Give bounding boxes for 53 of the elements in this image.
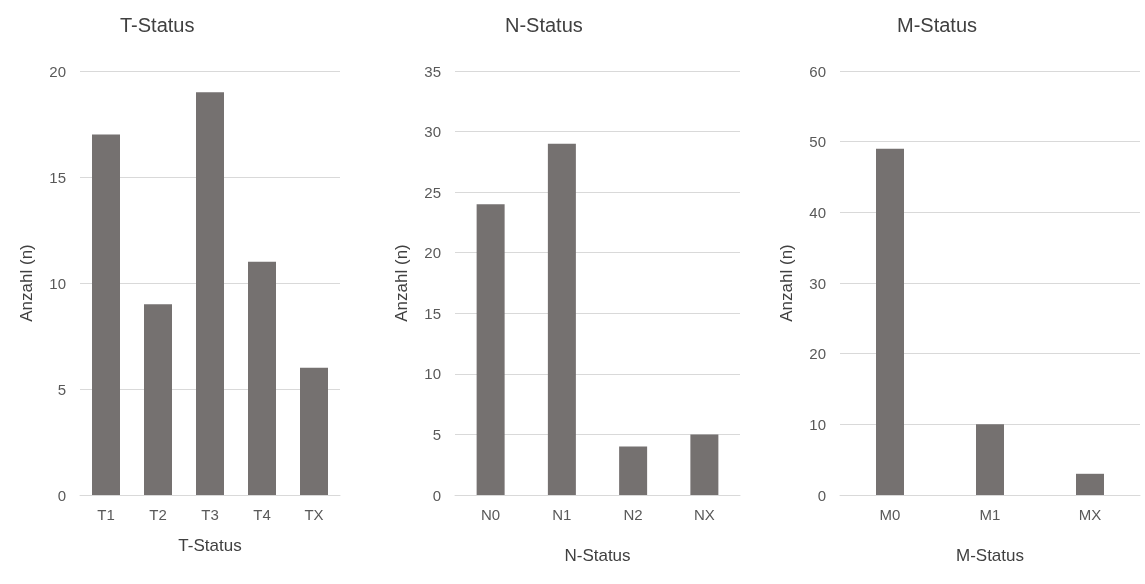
y-axis-title: Anzahl (n)	[17, 244, 36, 322]
y-tick-label: 10	[809, 415, 826, 433]
x-tick-label: MX	[1078, 506, 1102, 523]
chart-title: N-Status	[505, 14, 583, 36]
bar	[1076, 473, 1104, 495]
x-tick-label: N1	[552, 506, 572, 523]
chart-title: M-Status	[897, 14, 978, 36]
x-tick-label: T2	[149, 506, 167, 523]
bar	[92, 134, 120, 495]
bar	[876, 148, 904, 495]
bar	[976, 424, 1004, 495]
x-tick-label: M0	[879, 506, 901, 523]
x-tick-label: NX	[693, 506, 715, 523]
y-tick-label: 20	[424, 244, 441, 262]
x-tick-label: M1	[979, 506, 1001, 523]
x-tick-label: T3	[201, 506, 219, 523]
y-tick-label: 50	[809, 133, 826, 151]
bar	[248, 261, 276, 495]
x-axis-title: N-Status	[564, 546, 631, 565]
bar	[144, 304, 172, 495]
y-tick-label: 30	[809, 274, 826, 292]
bar	[196, 92, 224, 495]
y-tick-label: 5	[432, 425, 441, 443]
y-tick-label: 40	[809, 203, 826, 221]
x-tick-label: N2	[623, 506, 643, 523]
x-axis-title: T-Status	[178, 536, 242, 555]
bar	[547, 143, 576, 495]
y-tick-label: 20	[809, 345, 826, 363]
y-tick-label: 0	[817, 486, 826, 504]
chart-title: T-Status	[120, 14, 195, 36]
y-tick-label: 0	[432, 486, 441, 504]
x-tick-label: T1	[97, 506, 115, 523]
y-tick-label: 0	[57, 486, 66, 504]
y-tick-label: 20	[49, 62, 66, 80]
y-tick-label: 30	[424, 123, 441, 141]
bar	[476, 204, 505, 495]
x-tick-label: TX	[304, 506, 324, 523]
x-tick-label: N0	[481, 506, 501, 523]
y-tick-label: 15	[424, 304, 441, 322]
y-tick-label: 5	[57, 380, 66, 398]
y-tick-label: 25	[424, 183, 441, 201]
y-tick-label: 35	[424, 62, 441, 80]
y-tick-label: 10	[424, 365, 441, 383]
x-axis-title: M-Status	[955, 546, 1025, 565]
x-tick-label: T4	[253, 506, 271, 523]
bar	[300, 367, 328, 495]
y-tick-label: 10	[49, 274, 66, 292]
y-tick-label: 60	[809, 62, 826, 80]
y-axis-title: Anzahl (n)	[777, 244, 796, 322]
y-tick-label: 15	[49, 168, 66, 186]
bar	[690, 434, 719, 495]
bar	[619, 446, 648, 495]
y-axis-title: Anzahl (n)	[392, 244, 411, 322]
